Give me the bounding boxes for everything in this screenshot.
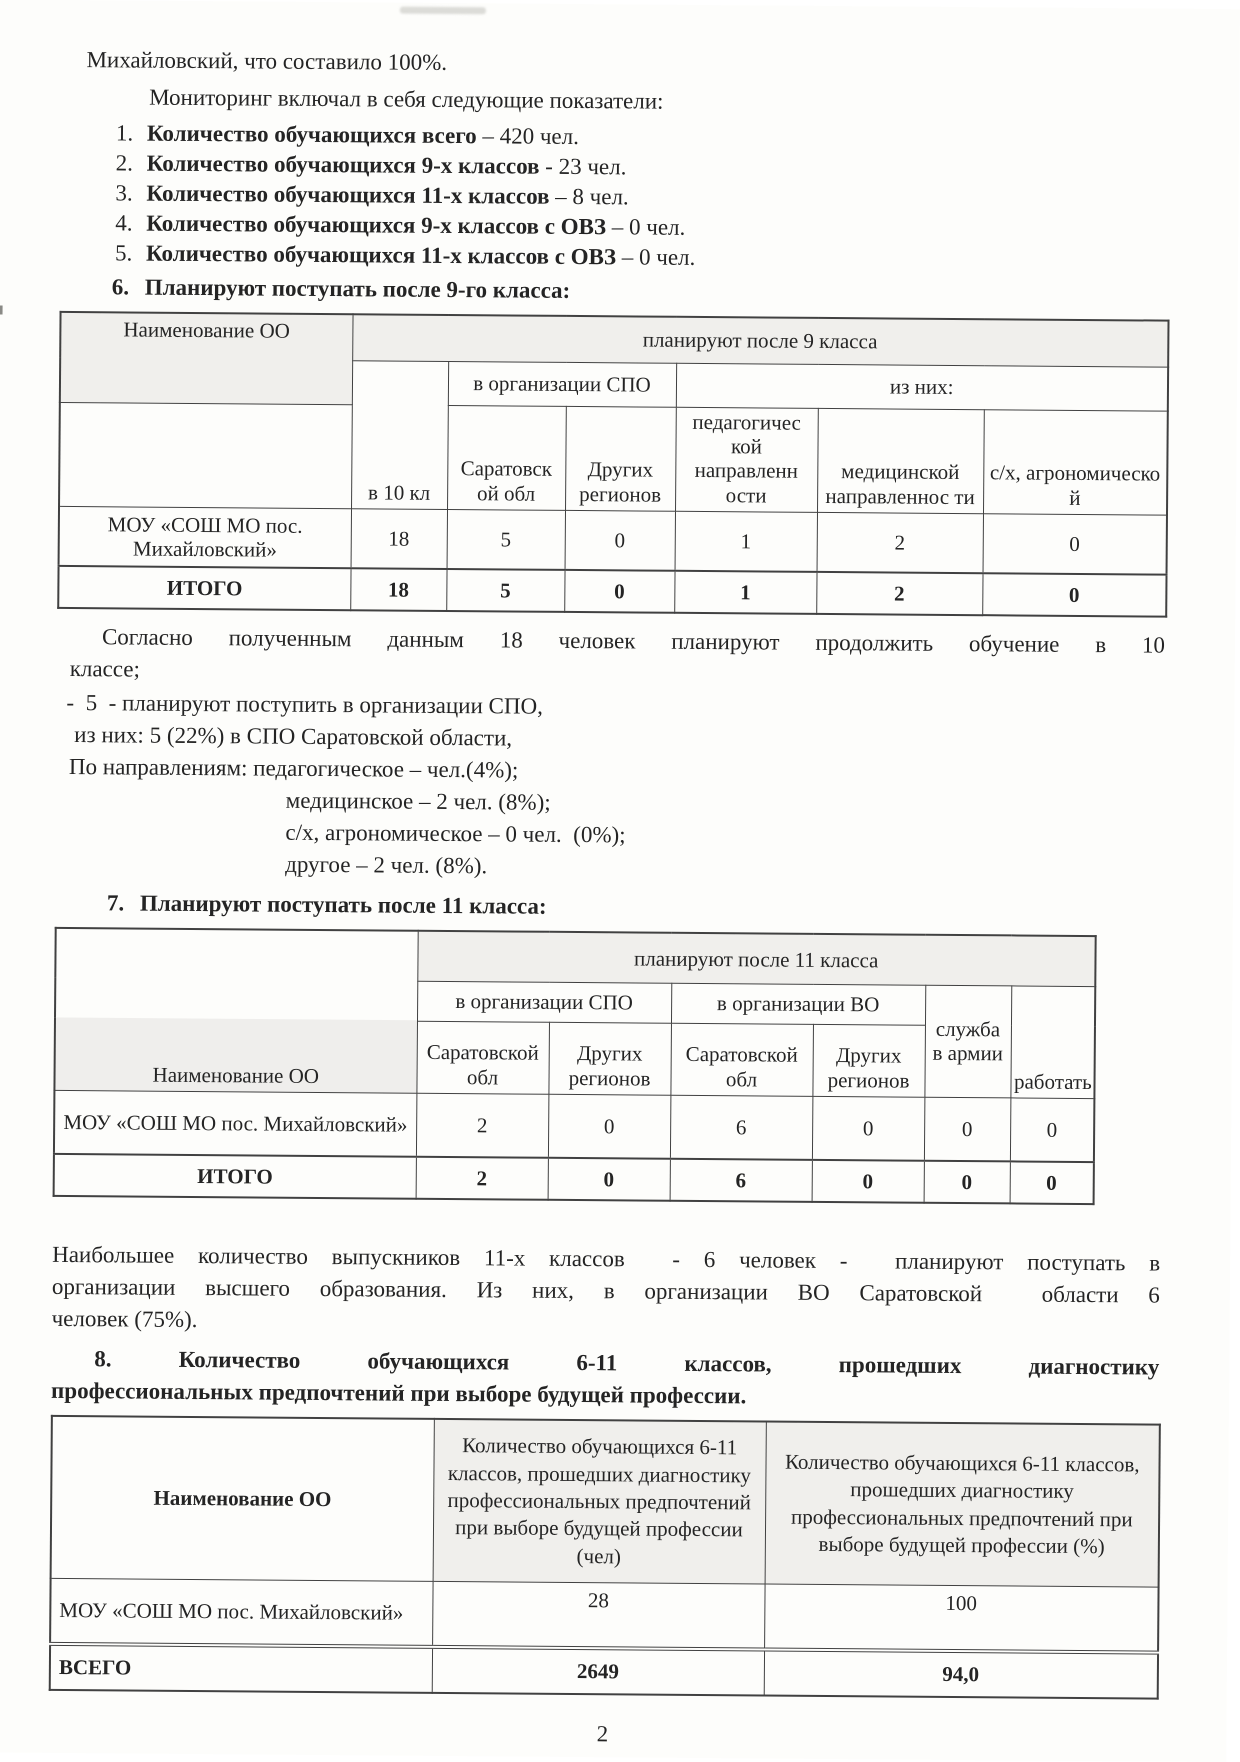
table-row: МОУ «СОШ МО пос. Михайловский» 18 5 0 1 … [58, 506, 1168, 576]
t9-cell: 0 [982, 513, 1168, 576]
t8-row-school-name: МОУ «СОШ МО пос. Михайловский» [50, 1578, 433, 1648]
table-row-total: ВСЕГО 2649 94,0 [49, 1644, 1159, 1700]
list-item-label: Количество обучающихся 9-х классов с ОВЗ [146, 210, 607, 240]
paragraph-intro-2: Мониторинг включал в себя следующие пока… [149, 84, 664, 114]
t11-subheader-vo: в организации ВО [670, 983, 926, 1026]
t9-subheader-iznih: из них: [675, 362, 1169, 411]
t11-total-label: ИТОГО [53, 1154, 416, 1200]
t11-row-school-name: МОУ «СОШ МО пос. Михайловский» [53, 1090, 417, 1158]
section-7-number: 7. [106, 890, 125, 916]
section-7-heading: 7. Планируют поступать после 11 класса: [55, 887, 1163, 928]
list-item-value: – 8 чел. [549, 183, 629, 210]
t8-cell: 94,0 [763, 1649, 1159, 1700]
list-item-label: Количество обучающихся 9-х классов [146, 150, 540, 179]
section-6-heading: 6. Планируют поступать после 9-го класса: [60, 271, 1168, 312]
list-item-value: - 23 чел. [539, 153, 627, 180]
list-item-value: – 0 чел. [615, 244, 696, 270]
t8-cell: 2649 [431, 1647, 765, 1696]
t11-col-spo-other: Других регионов [548, 1022, 671, 1096]
t9-cell: 2 [816, 572, 983, 616]
t11-cell: 0 [811, 1096, 925, 1162]
table-diagnostics: Наименование ОО Количество обучающихся 6… [48, 1415, 1161, 1701]
t9-cell: 5 [446, 569, 565, 613]
t11-group-header: планируют после 11 класса [417, 931, 1096, 987]
section-8-heading: 8. Количество обучающихся 6-11 классов, … [51, 1343, 1159, 1416]
t9-cell: 0 [564, 570, 675, 614]
t8-col-percent-header: Количество обучающихся 6-11 классов, про… [764, 1421, 1160, 1588]
t9-cell: 5 [446, 509, 566, 571]
t8-total-label: ВСЕГО [49, 1644, 433, 1694]
t11-cell: 0 [923, 1097, 1011, 1162]
t9-row-school-name: МОУ «СОШ МО пос. Михайловский» [58, 506, 352, 569]
t9-col-medical: медицинской направленнос ти [816, 407, 984, 514]
indicator-list: 1. Количество обучающихся всего – 420 чел… [60, 118, 1169, 276]
page-number: 2 [596, 1721, 609, 1747]
t11-cell: 2 [415, 1093, 549, 1159]
t11-cell: 0 [1009, 1161, 1094, 1205]
list-item-number: 4. [115, 210, 133, 236]
table-row: МОУ «СОШ МО пос. Михайловский» 28 100 [50, 1578, 1159, 1654]
list-item-number: 2. [115, 150, 134, 176]
list-item-number: 1. [115, 120, 134, 146]
t9-total-label: ИТОГО [58, 566, 351, 611]
t11-cell: 6 [669, 1159, 812, 1203]
table-row-total: ИТОГО 18 5 0 1 2 0 [58, 566, 1167, 618]
list-item-label: Количество обучающихся всего [146, 120, 477, 149]
t9-cell: 0 [982, 573, 1167, 618]
scan-artifact-left-mark-1 [0, 305, 3, 315]
section-6-number: 6. [111, 274, 130, 300]
t8-col-count-header: Количество обучающихся 6-11 классов, про… [432, 1419, 766, 1584]
scan-artifact-top-smudge [399, 6, 486, 15]
table-row: МОУ «СОШ МО пос. Михайловский» 2 0 6 0 0… [53, 1090, 1095, 1163]
t11-name-header: Наименование ОО [54, 928, 418, 1094]
t11-col-work: работать [1010, 985, 1096, 1099]
t9-cell: 1 [674, 571, 817, 615]
section-6-title: Планируют поступать после 9-го класса: [144, 274, 571, 303]
t9-col-saratov-obl: Саратовск ой обл [447, 404, 566, 511]
t11-cell: 0 [547, 1158, 670, 1202]
paragraph-intro-1: Михайловский, что составило 100%. [86, 47, 448, 75]
list-item-value: – 0 чел. [605, 214, 686, 240]
list-item-label: Количество обучающихся 11-х классов [146, 180, 550, 209]
list-item-number: 3. [115, 180, 133, 206]
list-item-label: Количество обучающихся 11-х классов с ОВ… [145, 240, 617, 270]
t9-name-header: Наименование ОО [59, 311, 353, 405]
t11-col-army: служба в армии [924, 985, 1012, 1098]
section-7-title: Планируют поступать после 11 класса: [139, 891, 547, 920]
t11-cell: 0 [547, 1094, 671, 1160]
t11-cell: 0 [1009, 1097, 1095, 1163]
t11-cell: 0 [923, 1161, 1010, 1204]
t9-name-header-empty [59, 401, 352, 509]
t11-cell: 6 [669, 1095, 813, 1161]
t11-subheader-spo: в организации СПО [416, 981, 672, 1024]
t11-cell: 2 [415, 1157, 548, 1201]
t9-subheader-spo: в организации СПО [447, 360, 677, 407]
paragraph-other: другое – 2 чел. (8%). [285, 852, 488, 879]
t11-col-vo-other: Других регионов [812, 1024, 925, 1098]
t11-cell: 0 [811, 1160, 924, 1204]
document-content: Михайловский, что составило 100%. Монито… [48, 44, 1170, 1752]
list-item-value: – 420 чел. [476, 123, 580, 150]
table-after-11th-grade: Наименование ОО планируют после 11 класс… [52, 927, 1097, 1206]
t9-col-pedagogical: педагогичес кой направленн ости [675, 406, 818, 513]
t8-cell: 28 [432, 1581, 765, 1650]
paragraph-after-t11: Наибольшее количество выпускников 11-х к… [52, 1239, 1161, 1344]
t9-cell: 18 [350, 568, 447, 612]
t11-col-vo-saratov: Саратовской обл [670, 1023, 813, 1097]
t9-cell: 1 [674, 511, 817, 573]
t8-name-header: Наименование ОО [50, 1416, 434, 1582]
t9-cell: 2 [816, 512, 983, 574]
t9-col-agronomic: с/х, агрономическо й [982, 409, 1168, 516]
t9-col-10kl: в 10 кл [351, 360, 449, 510]
t9-cell: 18 [350, 508, 448, 570]
list-item-number: 5. [114, 240, 133, 266]
t9-cell: 0 [564, 510, 676, 572]
t9-group-header: планируют после 9 класса [352, 314, 1169, 367]
t11-col-spo-saratov: Саратовской обл [416, 1021, 549, 1095]
t8-cell: 100 [764, 1583, 1159, 1654]
table-row-total: ИТОГО 2 0 6 0 0 0 [53, 1154, 1094, 1205]
table-after-9th-grade: Наименование ОО планируют после 9 класса… [57, 310, 1170, 619]
t9-col-other-regions: Других регионов [565, 405, 676, 512]
